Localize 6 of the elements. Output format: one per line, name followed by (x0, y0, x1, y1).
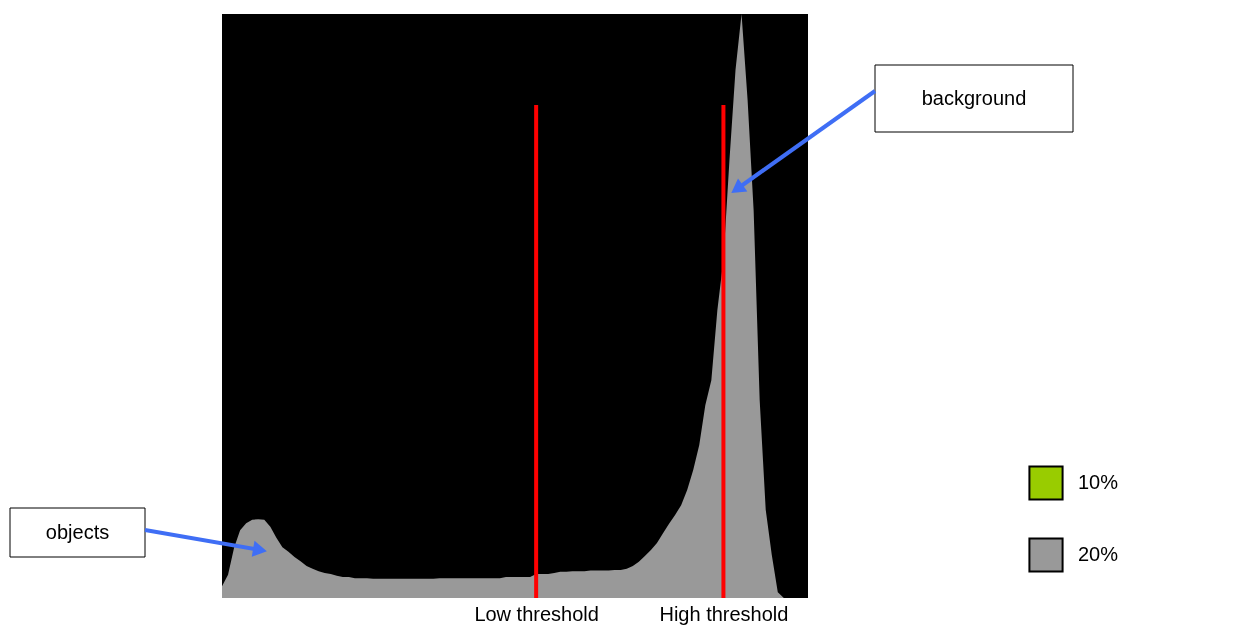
x-tick-label: High threshold (659, 602, 789, 625)
text: background (921, 86, 1027, 109)
legend-label: 10% (1078, 471, 1119, 493)
legend-label: 20% (1078, 543, 1119, 565)
x-tick-label: Low threshold (474, 602, 599, 625)
text: objects (45, 520, 110, 543)
